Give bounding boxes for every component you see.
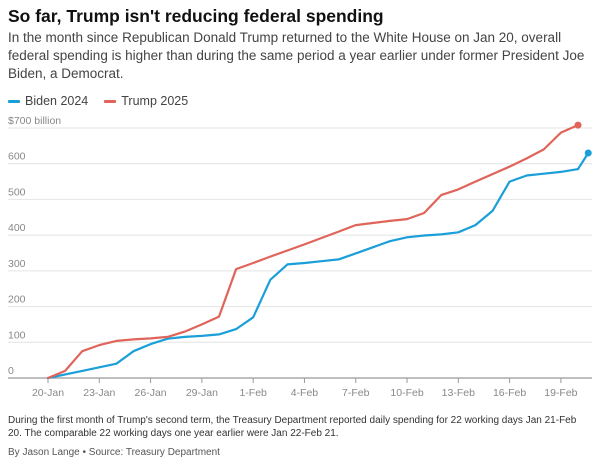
y-tick-label-100: 100: [8, 329, 26, 341]
x-tick-label-19-Feb: 19-Feb: [544, 387, 577, 399]
y-tick-label-500: 500: [8, 186, 26, 198]
x-tick-labels: 20-Jan 23-Jan 26-Jan 29-Jan 1-Feb 4-Feb 7-Feb 1…: [32, 378, 578, 399]
series-end-point-biden: [584, 149, 592, 157]
legend-swatch-biden: [8, 99, 20, 103]
legend-label-trump: Trump 2025: [121, 94, 189, 108]
x-tick-label-13-Feb: 13-Feb: [442, 387, 475, 399]
y-tick-label-200: 200: [8, 294, 26, 306]
legend-label-biden: Biden 2024: [25, 94, 89, 108]
x-tick-label-20-Jan: 20-Jan: [32, 387, 64, 399]
footnote: During the first month of Trump's second…: [8, 415, 577, 439]
series-end-point-trump: [574, 121, 582, 129]
legend-swatch-trump: [104, 99, 117, 103]
x-tick-label-16-Feb: 16-Feb: [493, 387, 526, 399]
y-tick-label-600: 600: [8, 151, 26, 163]
chart-title: So far, Trump isn't reducing federal spe…: [8, 6, 384, 26]
y-tick-label-700: $700 billion: [8, 116, 61, 127]
x-tick-label-1-Feb: 1-Feb: [239, 387, 267, 399]
x-tick-label-7-Feb: 7-Feb: [342, 387, 370, 399]
source-credit: By Jason Lange • Source: Treasury Depart…: [8, 447, 220, 458]
y-tick-label-300: 300: [8, 258, 26, 270]
series-line-trump: [46, 124, 580, 380]
x-tick-label-10-Feb: 10-Feb: [390, 387, 423, 399]
x-tick-label-26-Jan: 26-Jan: [135, 387, 167, 399]
chart-subtitle: In the month since Republican Donald Tru…: [8, 30, 585, 81]
x-tick-label-4-Feb: 4-Feb: [291, 387, 319, 399]
x-tick-label-23-Jan: 23-Jan: [83, 387, 115, 399]
line-chart: 0 100 200 300 400 500 600 $700 billion 20-Jan 23…: [8, 116, 592, 399]
y-tick-label-400: 400: [8, 222, 26, 234]
series-layer: [46, 121, 592, 380]
legend-item-biden: Biden 2024: [8, 94, 88, 108]
y-tick-labels: 0 100 200 300 400 500 600 $700 billion: [8, 116, 61, 377]
x-tick-label-29-Jan: 29-Jan: [186, 387, 218, 399]
series-line-biden: [46, 167, 580, 380]
y-tick-label-0: 0: [8, 365, 14, 377]
legend: Biden 2024 Trump 2025: [8, 93, 592, 109]
legend-item-trump: Trump 2025: [104, 94, 188, 108]
grid-layer: [8, 127, 592, 379]
